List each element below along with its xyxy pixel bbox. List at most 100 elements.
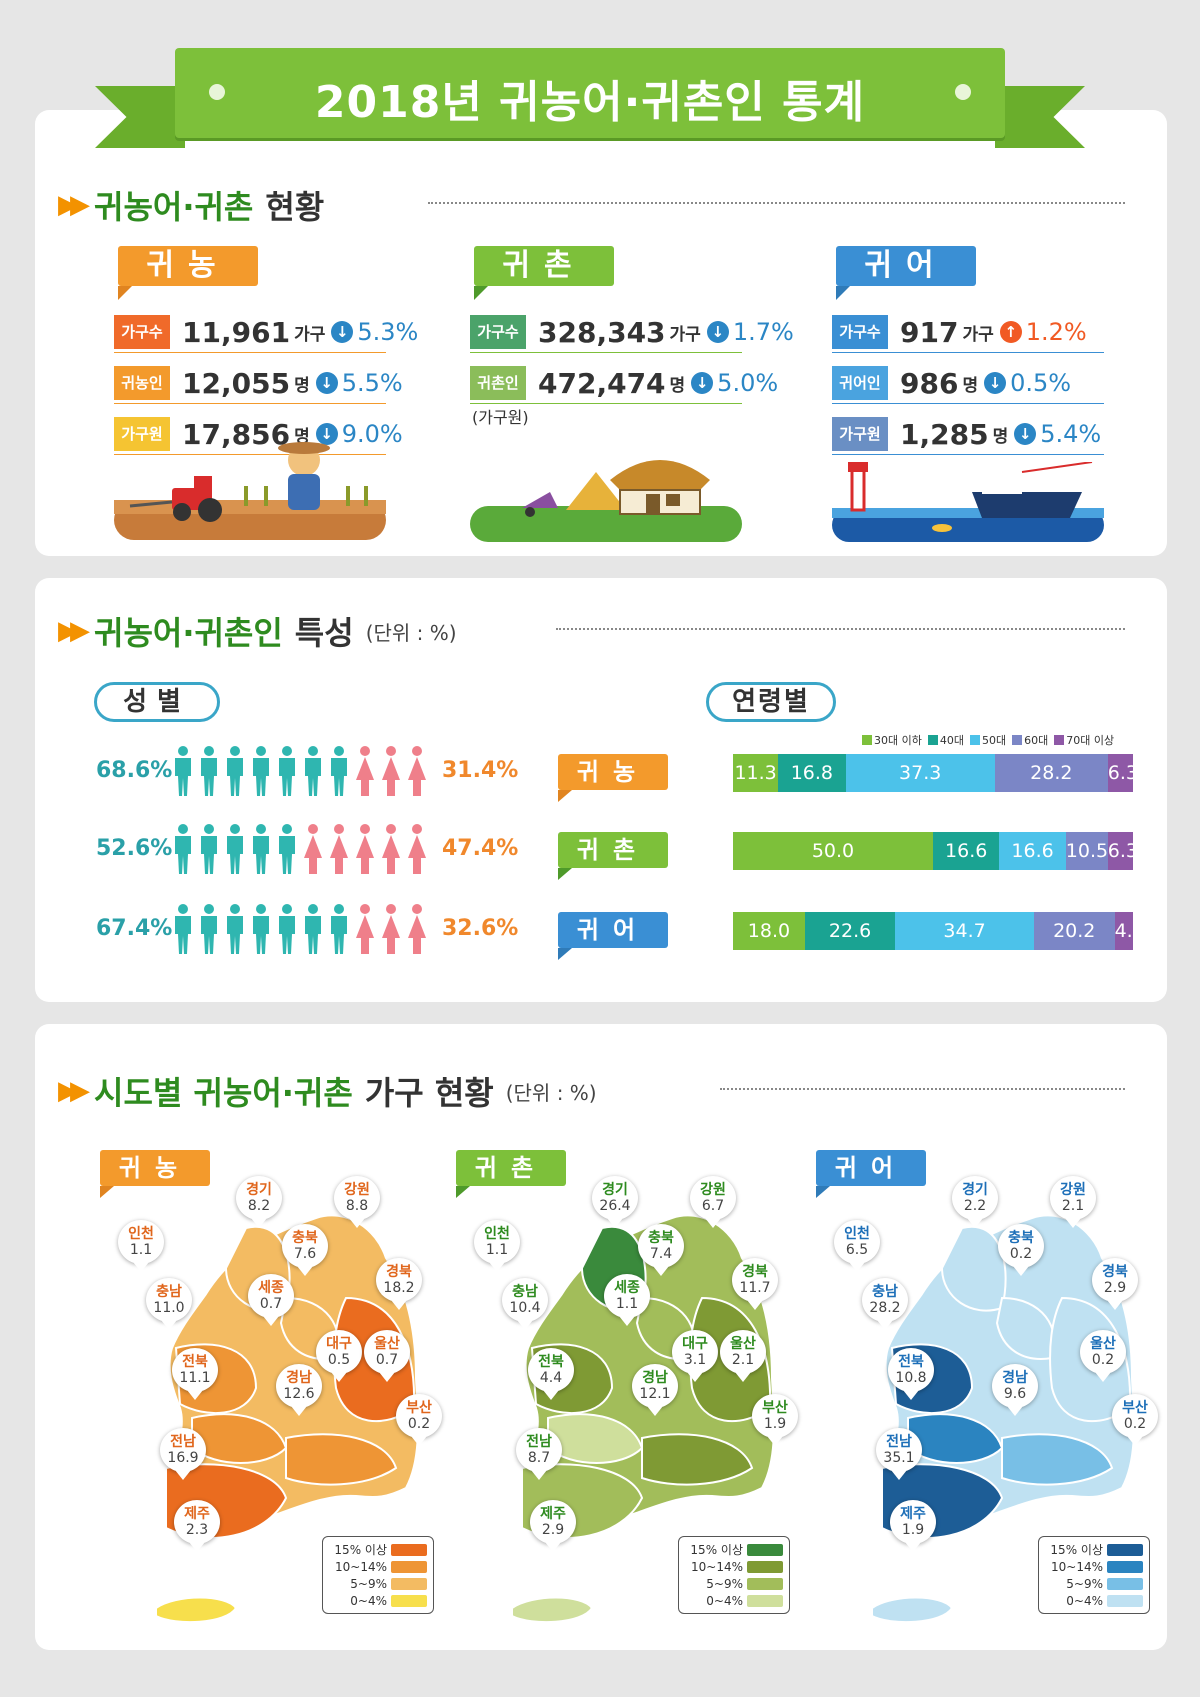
region-pin-bubble: 제주 2.9 — [530, 1500, 576, 1544]
region-name: 부산 — [762, 1400, 788, 1416]
status-row: 가구원 1,285 명 ↓ 5.4% — [832, 414, 1101, 454]
status-row: 가구수 917 가구 ↑ 1.2% — [832, 312, 1087, 352]
status-row-underline — [832, 352, 1104, 353]
banner-ribbon — [175, 48, 1005, 138]
region-value: 7.6 — [293, 1246, 317, 1262]
status-row-underline — [114, 352, 386, 353]
status-row-value: 12,055 — [182, 366, 291, 400]
region-pin: 대구 0.5 — [316, 1330, 362, 1382]
region-pin-tip — [1107, 1300, 1123, 1310]
map-legend-row: 5~9% — [1045, 1575, 1143, 1592]
map-legend-row: 0~4% — [1045, 1592, 1143, 1609]
region-pin-bubble: 전남 8.7 — [516, 1428, 562, 1472]
region-name: 경북 — [742, 1264, 768, 1280]
map-tag-2: 귀어 — [816, 1150, 926, 1198]
status-row-label: 가구수 — [832, 315, 888, 349]
banner-dot-left — [209, 84, 225, 100]
region-pin-bubble: 충북 7.6 — [282, 1224, 328, 1268]
status-row: 귀어인 986 명 ↓ 0.5% — [832, 363, 1071, 403]
map-legend-label: 15% 이상 — [1050, 1543, 1103, 1557]
section3-title: ▶▶ 시도별 귀농어·귀촌 가구 현황 (단위 : %) — [58, 1068, 597, 1114]
region-pin-tip — [1095, 1372, 1111, 1382]
status-row-unit: 가구 — [294, 324, 326, 345]
region-pin-tip — [411, 1436, 427, 1446]
age-legend-swatch — [927, 735, 938, 745]
region-pin: 경기 2.2 — [952, 1176, 998, 1228]
region-pin-bubble: 경북 2.9 — [1092, 1258, 1138, 1302]
region-pin-tip — [891, 1470, 907, 1480]
status-row-value: 986 — [900, 366, 959, 400]
region-value: 8.7 — [527, 1450, 551, 1466]
status-row-label: 귀촌인 — [470, 366, 526, 400]
map-legend-row: 5~9% — [685, 1575, 783, 1592]
row-tag-notch — [558, 868, 572, 880]
age-legend-item: 40대 — [927, 732, 964, 748]
region-pin: 전북 10.8 — [888, 1348, 934, 1400]
map-legend-row: 10~14% — [1045, 1558, 1143, 1575]
region-pin: 세종 1.1 — [604, 1274, 650, 1326]
region-pin: 울산 0.7 — [364, 1330, 410, 1382]
map-legend-label: 15% 이상 — [690, 1543, 743, 1557]
status-row: 가구수 11,961 가구 ↓ 5.3% — [114, 312, 418, 352]
section1-title-green: 귀농어·귀촌 — [94, 188, 254, 226]
age-bar-segment: 4.6 — [1114, 912, 1133, 950]
region-pin-tip — [517, 1320, 533, 1330]
age-bar-segment: 6.3 — [1107, 754, 1133, 792]
region-value: 7.4 — [649, 1246, 673, 1262]
male-person-icon — [279, 824, 295, 874]
female-person-icon — [408, 824, 426, 874]
map-legend-swatch — [1107, 1577, 1143, 1590]
map-legend-row: 5~9% — [329, 1575, 427, 1592]
female-person-icon — [330, 824, 348, 874]
status-row-change-value: 9.0% — [341, 420, 403, 448]
region-pin-tip — [133, 1262, 149, 1272]
region-pin: 인천 1.1 — [474, 1220, 520, 1272]
female-person-icon — [408, 746, 426, 796]
region-pin: 강원 8.8 — [334, 1176, 380, 1228]
age-bar-segment: 18.0 — [733, 912, 805, 950]
female-person-icon — [356, 824, 374, 874]
age-legend-swatch — [1012, 735, 1023, 745]
map-legend-label: 5~9% — [706, 1576, 743, 1591]
male-person-icon — [305, 746, 321, 796]
age-bar-segment: 50.0 — [733, 832, 933, 870]
region-pin-tip — [767, 1436, 783, 1446]
region-pin-bubble: 대구 3.1 — [672, 1330, 718, 1374]
region-pin-bubble: 대구 0.5 — [316, 1330, 362, 1374]
region-pin: 경북 2.9 — [1092, 1258, 1138, 1310]
region-pin-tip — [543, 1390, 559, 1400]
region-name: 제주 — [900, 1506, 926, 1522]
region-pin-bubble: 제주 2.3 — [174, 1500, 220, 1544]
region-pin: 경남 12.6 — [276, 1364, 322, 1416]
age-legend-label: 70대 이상 — [1066, 734, 1115, 747]
status-row-change: ↓ 0.5% — [984, 369, 1071, 397]
map-tag-notch — [816, 1186, 830, 1198]
region-value: 10.8 — [895, 1370, 927, 1386]
section3-title-green: 시도별 귀농어·귀촌 — [94, 1074, 353, 1112]
age-legend-swatch — [1054, 735, 1065, 745]
arrow-up-icon: ↑ — [999, 321, 1022, 343]
region-경남 — [285, 1433, 398, 1486]
region-pin-bubble: 충남 11.0 — [146, 1278, 192, 1322]
row-tag-1: 귀촌 — [558, 832, 668, 880]
status-row-change: ↓ 1.7% — [706, 318, 794, 346]
region-pin-bubble: 인천 1.1 — [474, 1220, 520, 1264]
region-pin-tip — [687, 1372, 703, 1382]
region-name: 전북 — [182, 1354, 208, 1370]
status-row-change-value: 5.3% — [357, 318, 419, 346]
region-제주 — [871, 1596, 954, 1624]
region-name: 세종 — [258, 1280, 284, 1296]
region-name: 경기 — [962, 1182, 988, 1198]
age-bar-segment: 16.6 — [933, 832, 1000, 870]
status-tag-2: 귀어 — [836, 246, 976, 300]
status-row-value: 17,856 — [182, 417, 291, 451]
male-person-icon — [253, 904, 269, 954]
region-pin-tip — [291, 1406, 307, 1416]
region-value: 2.3 — [185, 1522, 209, 1538]
region-name: 충남 — [512, 1284, 538, 1300]
region-pin-bubble: 울산 0.2 — [1080, 1330, 1126, 1374]
female-person-icon — [304, 824, 322, 874]
region-pin: 전남 35.1 — [876, 1428, 922, 1480]
status-row-change-value: 1.2% — [1025, 318, 1087, 346]
section3-unit: (단위 : %) — [505, 1080, 597, 1105]
